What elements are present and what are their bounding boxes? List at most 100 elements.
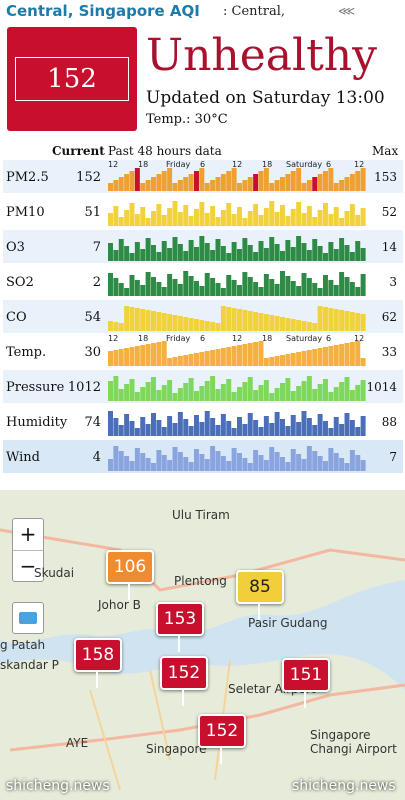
- aqi-map-marker[interactable]: 106: [106, 550, 154, 600]
- tick-label: 12: [232, 160, 243, 169]
- history-bar: [339, 218, 345, 226]
- history-bar: [253, 204, 259, 226]
- history-bar: [124, 174, 130, 191]
- history-bar: [108, 183, 113, 191]
- history-bar: [172, 315, 178, 331]
- layers-button[interactable]: [12, 602, 44, 634]
- row-history-bars: [108, 306, 366, 331]
- row-label: PM2.5: [6, 170, 49, 185]
- aqi-map-marker[interactable]: 152: [198, 714, 246, 764]
- aqi-map-marker[interactable]: 158: [74, 638, 122, 688]
- aqi-map-marker[interactable]: 151: [282, 658, 330, 708]
- share-icon[interactable]: ⋘: [338, 4, 356, 18]
- row-max-value: 88: [381, 415, 397, 429]
- history-bar: [161, 455, 167, 471]
- zoom-control: + −: [12, 518, 44, 582]
- history-bar: [344, 245, 350, 261]
- history-bar: [129, 307, 135, 331]
- history-bar: [312, 177, 318, 191]
- history-bar: [280, 383, 285, 401]
- history-bar: [355, 241, 361, 261]
- tick-label: 12: [354, 160, 365, 169]
- col-max: Max: [372, 144, 399, 158]
- history-bar: [124, 246, 130, 261]
- history-bar: [183, 383, 189, 401]
- history-bar: [167, 168, 173, 191]
- history-bar: [301, 321, 307, 331]
- map[interactable]: + − Ulu Tiram Skudai Johor B Plentong Pasir …: [0, 490, 405, 800]
- history-bar: [151, 311, 156, 331]
- history-bar: [247, 177, 253, 191]
- tick-label: Saturday: [286, 160, 323, 169]
- history-bar: [253, 282, 259, 296]
- history-bar: [258, 341, 264, 366]
- history-bar: [156, 252, 162, 261]
- row-current-value: 7: [92, 240, 101, 255]
- history-bar: [280, 457, 285, 471]
- history-bar: [231, 168, 237, 191]
- history-bar: [285, 462, 291, 471]
- history-bar: [312, 323, 318, 331]
- history-bar: [199, 352, 205, 366]
- history-bar: [210, 206, 216, 226]
- history-bar: [204, 273, 210, 296]
- tick-label: 6: [326, 334, 332, 343]
- history-bar: [344, 277, 350, 296]
- history-bar: [151, 463, 156, 471]
- row-temp: Temp. 30 33: [3, 335, 403, 368]
- history-bar: [108, 243, 113, 261]
- history-bar: [199, 320, 205, 331]
- history-bar: [269, 279, 275, 296]
- zoom-in-button[interactable]: +: [13, 519, 43, 551]
- history-bar: [333, 417, 339, 436]
- history-bar: [339, 238, 345, 261]
- aqi-map-marker[interactable]: 85: [236, 570, 284, 620]
- history-bar: [118, 349, 124, 366]
- history-bar: [349, 312, 355, 331]
- history-bar: [124, 348, 130, 366]
- history-bar: [360, 314, 366, 331]
- history-bar: [280, 355, 285, 366]
- history-bar: [134, 280, 140, 296]
- row-pm10: PM10 51 52: [3, 195, 403, 228]
- history-bar: [290, 449, 296, 471]
- history-bar: [323, 379, 328, 401]
- history-bar: [339, 382, 345, 401]
- watermark-right: shicheng.news: [292, 778, 396, 794]
- row-label: SO2: [6, 275, 34, 290]
- history-bar: [199, 202, 205, 226]
- aqi-map-marker[interactable]: 152: [160, 656, 208, 706]
- history-bar: [242, 310, 248, 331]
- history-bar: [263, 380, 269, 401]
- history-bar: [247, 463, 253, 471]
- history-bar: [194, 209, 199, 226]
- history-bar: [226, 171, 232, 191]
- history-bar: [156, 174, 162, 191]
- history-bar: [140, 285, 146, 296]
- history-bar: [285, 174, 291, 191]
- history-bar: [118, 217, 124, 226]
- history-bar: [355, 341, 361, 366]
- history-bar: [204, 381, 210, 401]
- history-bar: [333, 309, 339, 331]
- history-bar: [204, 351, 210, 366]
- aqi-map-marker[interactable]: 153: [156, 602, 204, 652]
- zoom-out-button[interactable]: −: [19, 554, 37, 578]
- history-bar: [199, 286, 205, 296]
- history-bar: [167, 460, 173, 471]
- tick-label: 6: [200, 160, 206, 169]
- history-bar: [349, 282, 355, 296]
- history-bar: [145, 238, 151, 261]
- history-bar: [323, 347, 328, 366]
- history-bar: [285, 276, 291, 296]
- history-bar: [108, 321, 113, 331]
- row-history-bars: [108, 271, 366, 296]
- history-bar: [323, 421, 328, 436]
- history-bar: [296, 422, 302, 436]
- history-bar: [188, 318, 194, 331]
- history-bar: [204, 243, 210, 261]
- history-bar: [253, 174, 259, 191]
- history-bar: [247, 311, 253, 331]
- history-bar: [263, 274, 269, 296]
- history-bar: [242, 272, 248, 296]
